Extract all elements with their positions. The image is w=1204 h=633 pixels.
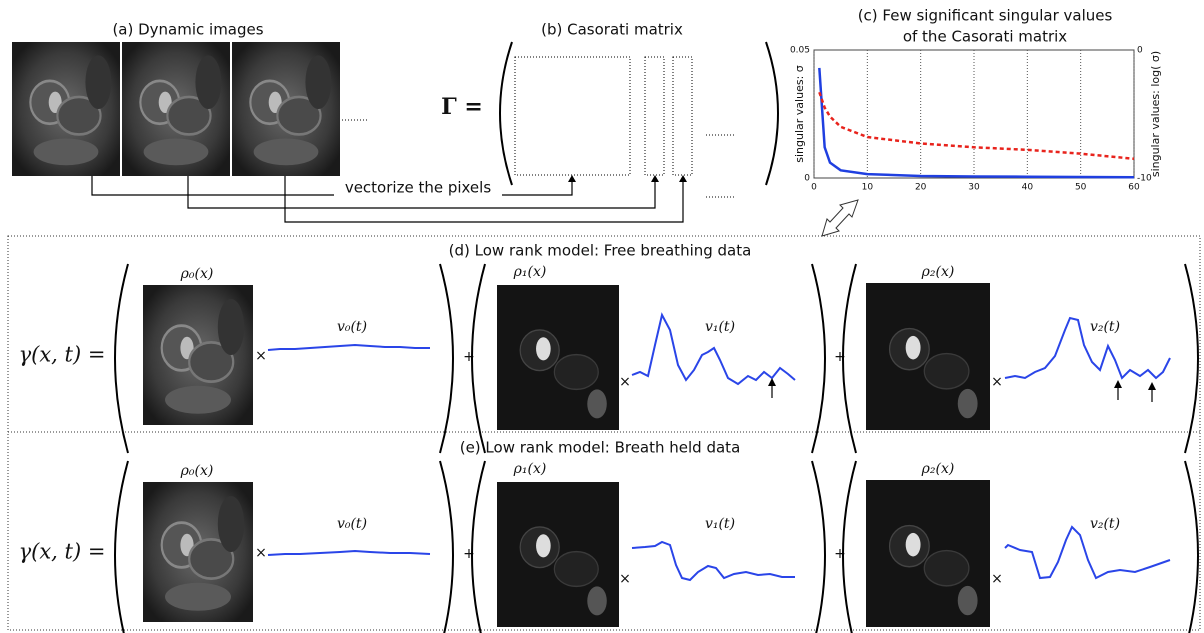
times-sign: × [991,571,1003,587]
parenthesis [440,461,453,633]
temporal-label: v₀(t) [337,516,367,532]
row-title: (d) Low rank model: Free breathing data [449,242,752,260]
times-sign: × [619,374,631,390]
x-tick-label: 30 [968,183,980,193]
temporal-label: v₁(t) [705,319,735,335]
x-tick-label: 50 [1075,183,1087,193]
basis-image [143,482,253,622]
parenthesis [812,461,825,633]
connectors: vectorize the pixels [92,175,687,222]
arrow-label: vectorize the pixels [345,179,492,197]
basis-image [497,482,619,627]
times-sign: × [255,348,267,364]
matrix-column [673,57,692,175]
basis-label: ρ₀(x) [180,266,214,282]
panel-title: (b) Casorati matrix [541,21,683,39]
times-sign: × [991,374,1003,390]
y2-tick-label: 0 [1137,46,1143,56]
parenthesis [1185,461,1198,633]
basis-label: ρ₂(x) [921,461,955,477]
parenthesis [500,42,512,185]
mri-frame [232,42,340,176]
waveform [268,551,430,555]
parenthesis [812,264,825,453]
arrowhead [568,175,687,182]
waveform [1005,318,1170,378]
y-axis-label: singular values: σ [793,65,806,163]
matrix-block [515,57,630,175]
x-tick-label: 60 [1128,183,1140,193]
x-tick-label: 0 [811,183,817,193]
chart-subtitle: of the Casorati matrix [903,28,1067,46]
temporal-label: v₀(t) [337,319,367,335]
mri-frame [122,42,230,176]
basis-label: ρ₁(x) [513,264,547,280]
matrix-column [645,57,664,175]
equation-lhs: γ(x, t) = [19,540,106,564]
basis-image [866,480,990,627]
double-arrow [822,200,858,236]
basis-image [866,283,990,430]
panel-title: (a) Dynamic images [112,21,263,39]
plus-sign: + [834,349,846,365]
y-tick-label: 0 [804,174,810,184]
gamma-symbol: Γ = [441,94,483,120]
parenthesis [1185,264,1198,453]
figure: (a) Dynamic images (b) Casorati matrix Γ… [0,0,1204,633]
row-title: (e) Low rank model: Breath held data [460,439,741,457]
basis-image [143,285,253,425]
waveform [268,345,430,350]
parenthesis [766,42,778,185]
panel-b: (b) Casorati matrix Γ = [441,21,778,198]
waveform [1005,527,1170,578]
times-sign: × [619,571,631,587]
basis-label: ρ₀(x) [180,463,214,479]
chart-title: (c) Few significant singular values [858,7,1113,25]
panel-c: (c) Few significant singular values of t… [790,7,1162,237]
parenthesis [115,264,128,453]
basis-label: ρ₂(x) [921,264,955,280]
basis-label: ρ₁(x) [513,461,547,477]
plus-sign: + [463,546,475,562]
parenthesis [115,461,128,633]
times-sign: × [255,545,267,561]
y2-axis-label: singular values: log( σ) [1149,51,1162,177]
temporal-label: v₁(t) [705,516,735,532]
x-tick-label: 10 [862,183,874,193]
basis-image [497,285,619,430]
temporal-label: v₂(t) [1090,516,1120,532]
panel-a: (a) Dynamic images [12,21,368,177]
plus-sign: + [463,349,475,365]
mri-frame [12,42,120,176]
plus-sign: + [834,546,846,562]
waveform [632,542,795,580]
temporal-label: v₂(t) [1090,319,1120,335]
rows: (d) Low rank model: Free breathing data γ… [19,242,1198,633]
y-tick-label: 0.05 [790,46,810,56]
equation-lhs: γ(x, t) = [19,343,106,367]
x-tick-label: 20 [915,183,927,193]
parenthesis [440,264,453,453]
x-tick-label: 40 [1022,183,1034,193]
